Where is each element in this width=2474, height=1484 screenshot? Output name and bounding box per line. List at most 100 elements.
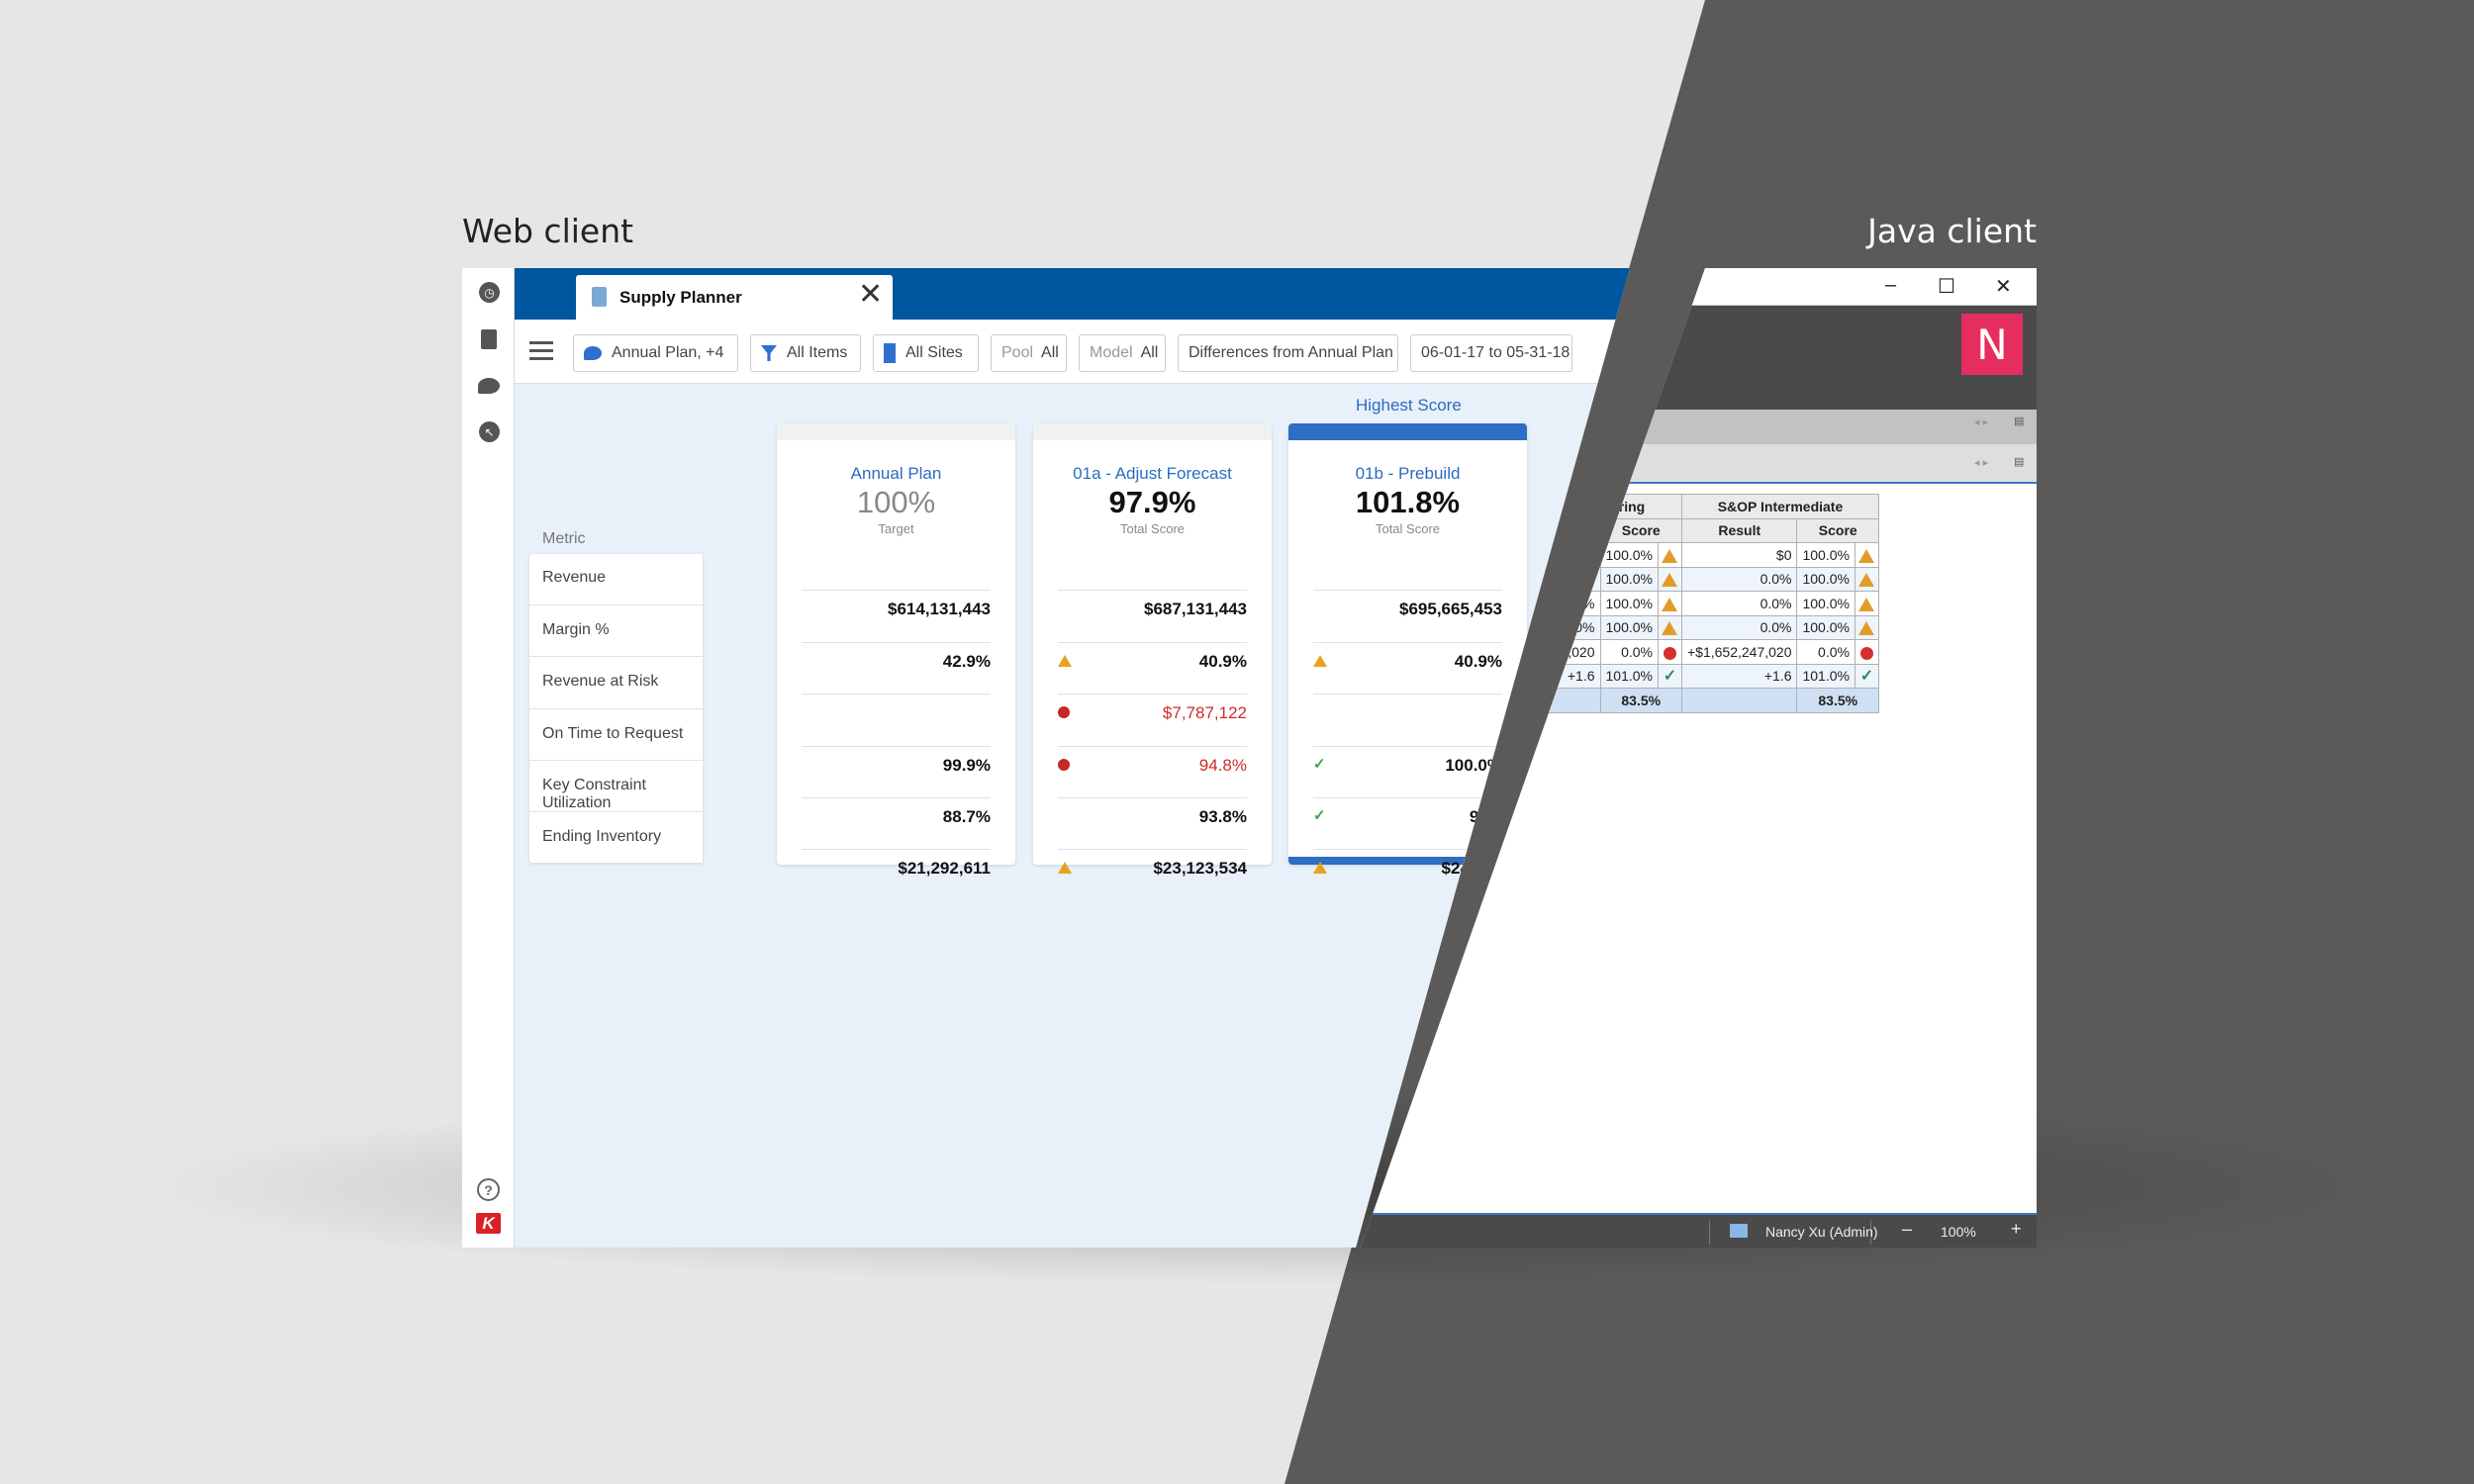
total-score: 83.5%: [1796, 688, 1879, 713]
score-caption: Target: [878, 521, 914, 536]
pool-label: Pool: [1001, 344, 1034, 361]
tab-label: Supply Planner: [619, 288, 742, 307]
status-cell: [1657, 542, 1682, 568]
items-filter[interactable]: All Items: [750, 334, 861, 372]
score-cell[interactable]: 100.0%: [1599, 542, 1659, 568]
scenario-selector[interactable]: Annual Plan, +4: [573, 334, 738, 372]
column-header[interactable]: Score: [1599, 517, 1682, 543]
error-icon: [1663, 646, 1676, 660]
row-divider: [1313, 642, 1502, 643]
column-header[interactable]: Result: [1680, 517, 1798, 543]
metric-label: Ending Inventory: [542, 828, 662, 845]
score-cell[interactable]: 101.0%: [1796, 663, 1856, 689]
date-range-selector[interactable]: 06-01-17 to 05-31-18: [1410, 334, 1572, 372]
warning-icon: [1058, 862, 1072, 874]
close-icon[interactable]: ✕: [858, 278, 884, 311]
maximize-button[interactable]: ☐: [1938, 276, 1955, 298]
result-cell[interactable]: 0.0%: [1680, 566, 1798, 592]
result-cell[interactable]: 0.0%: [1680, 614, 1798, 640]
row-divider: [802, 590, 991, 591]
warning-icon: [1313, 655, 1327, 667]
warning-icon: [1662, 573, 1678, 588]
menu-icon[interactable]: ▤: [2014, 416, 2025, 427]
metric-value: 40.9%: [1454, 652, 1502, 671]
menu-icon[interactable]: ▤: [2014, 456, 2025, 468]
error-icon: [1058, 759, 1070, 771]
sites-filter[interactable]: All Sites: [873, 334, 979, 372]
help-icon[interactable]: ?: [477, 1178, 500, 1201]
metric-label: On Time to Request: [542, 725, 684, 742]
metric-value: 88.7%: [942, 807, 991, 826]
scroll-arrows-icon[interactable]: ◂ ▸: [1974, 457, 1989, 469]
score-cell[interactable]: 100.0%: [1796, 566, 1856, 592]
metric-label: Margin %: [542, 621, 610, 638]
tab-bar: Supply Planner ✕: [515, 268, 1630, 320]
row-divider: [1058, 849, 1247, 850]
web-client-window: ◷ ↖ ? K Supply Planner ✕ Annual Plan, +4…: [462, 268, 1630, 1248]
metric-value: $687,131,443: [1144, 600, 1247, 618]
scenario-name: 01a - Adjust Forecast: [1073, 464, 1232, 483]
status-user: Nancy Xu (Admin): [1765, 1224, 1878, 1240]
metric-value: 99.9%: [942, 756, 991, 775]
column-header[interactable]: Score: [1796, 517, 1879, 543]
chat-icon[interactable]: [478, 378, 500, 394]
status-cell: [1854, 639, 1879, 665]
model-filter[interactable]: Model All: [1079, 334, 1166, 372]
filter-settings-icon[interactable]: [529, 338, 553, 362]
warning-icon: [1662, 548, 1678, 563]
items-label: All Items: [787, 344, 848, 361]
score-cell[interactable]: 100.0%: [1599, 614, 1659, 640]
score-cell[interactable]: 0.0%: [1796, 639, 1856, 665]
row-divider: [1058, 746, 1247, 747]
row-divider: [802, 694, 991, 695]
pool-filter[interactable]: Pool All: [991, 334, 1067, 372]
row-divider: [802, 746, 991, 747]
metric-value: 94.8%: [1198, 756, 1247, 775]
minimize-button[interactable]: –: [1885, 274, 1897, 296]
avatar[interactable]: N: [1961, 314, 2023, 375]
result-cell[interactable]: +$1,652,247,020: [1680, 639, 1798, 665]
zoom-out-button[interactable]: –: [1902, 1219, 1913, 1239]
web-client-caption: Web client: [462, 212, 634, 250]
result-cell[interactable]: +1.6: [1680, 663, 1798, 689]
score-cell[interactable]: 100.0%: [1796, 591, 1856, 616]
score-cell[interactable]: 100.0%: [1796, 614, 1856, 640]
result-cell[interactable]: $0: [1680, 542, 1798, 568]
row-divider: [1313, 590, 1502, 591]
site-icon: [884, 343, 896, 363]
score-cell[interactable]: 100.0%: [1599, 591, 1659, 616]
total-score: 100%: [856, 485, 936, 519]
metric-value: $695,665,453: [1399, 600, 1502, 618]
comparison-selector[interactable]: Differences from Annual Plan: [1178, 334, 1398, 372]
metric-value: $21,292,611: [898, 859, 991, 878]
metric-value: 93.8%: [1198, 807, 1247, 826]
clock-icon[interactable]: ◷: [479, 282, 500, 303]
row-divider: [1058, 642, 1247, 643]
status-cell: ✓: [1854, 663, 1879, 689]
close-button[interactable]: ✕: [1995, 276, 2012, 298]
row-divider: [1058, 797, 1247, 798]
warning-icon: [1662, 621, 1678, 636]
workbook-icon: [592, 287, 607, 307]
mail-icon[interactable]: [1730, 1224, 1748, 1238]
score-cell[interactable]: 0.0%: [1599, 639, 1659, 665]
row-divider: [1058, 694, 1247, 695]
zoom-in-button[interactable]: +: [2011, 1219, 2022, 1239]
warning-icon: [1858, 621, 1875, 636]
score-cell[interactable]: 100.0%: [1796, 542, 1856, 568]
row-divider: [802, 642, 991, 643]
row-divider: [802, 797, 991, 798]
metric-label: Revenue at Risk: [542, 673, 659, 690]
scroll-arrows-icon[interactable]: ◂ ▸: [1974, 417, 1989, 428]
document-icon[interactable]: [481, 329, 497, 349]
score-cell[interactable]: 101.0%: [1599, 663, 1659, 689]
score-cell[interactable]: 100.0%: [1599, 566, 1659, 592]
result-cell[interactable]: 0.0%: [1680, 591, 1798, 616]
tab-supply-planner[interactable]: Supply Planner ✕: [576, 275, 893, 320]
scenario-card[interactable]: Annual Plan 100% Target $614,131,443 42.9% 99…: [777, 423, 1015, 878]
navigate-icon[interactable]: ↖: [479, 421, 500, 442]
status-cell: [1657, 566, 1682, 592]
status-cell: [1854, 614, 1879, 640]
warning-icon: [1858, 573, 1875, 588]
scenario-card[interactable]: 01a - Adjust Forecast 97.9% Total Score $68…: [1033, 423, 1272, 878]
